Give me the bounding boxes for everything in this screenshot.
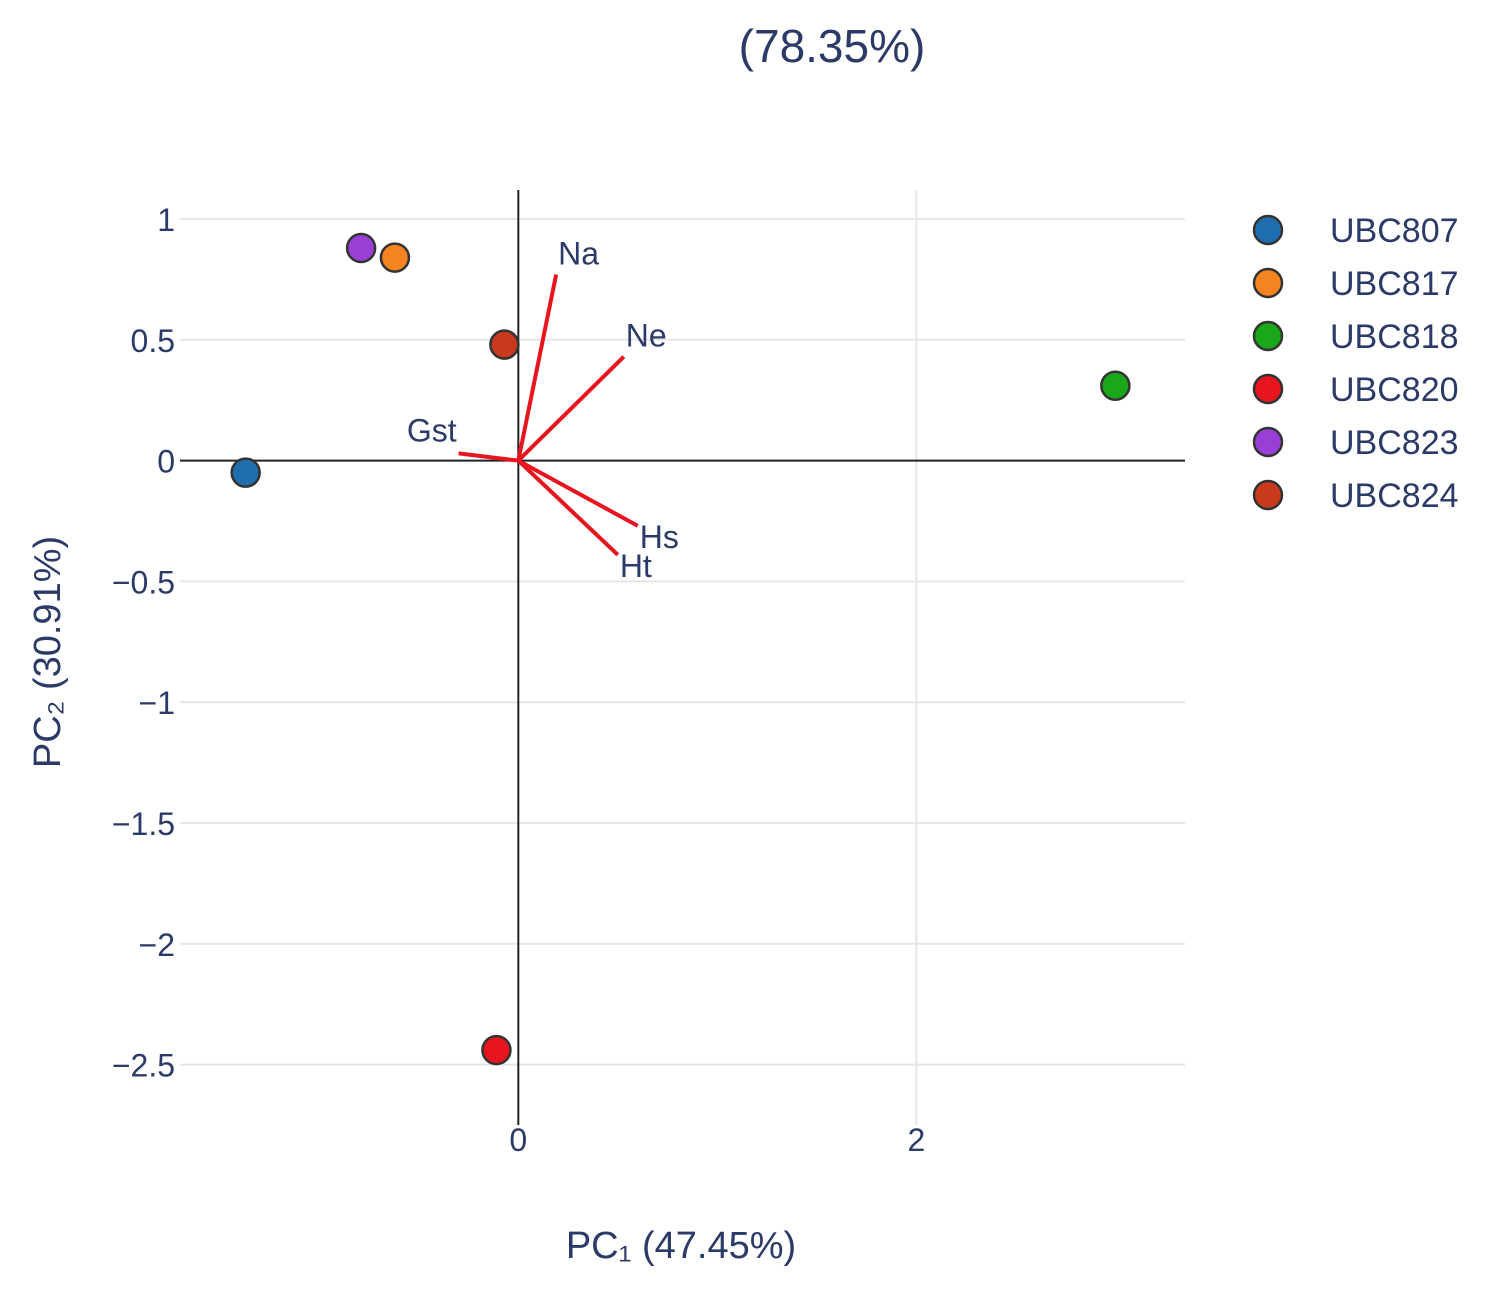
y-tick-label: −1.5 bbox=[112, 806, 175, 842]
axes-layer bbox=[180, 190, 1185, 1125]
loading-vector-hs bbox=[517, 458, 639, 528]
point-ubc820 bbox=[481, 1034, 512, 1066]
loading-label-hs: Hs bbox=[640, 519, 679, 555]
loading-label-gst: Gst bbox=[407, 412, 457, 448]
point-ubc818 bbox=[1100, 370, 1131, 401]
y-tick-label: −2.5 bbox=[112, 1048, 175, 1084]
ticks-layer: 1 0.5 0 −0.5 −1 −1.5 −2 −2.5 0 2 bbox=[112, 202, 925, 1158]
legend-marker-ubc807 bbox=[1252, 214, 1284, 246]
points-layer bbox=[230, 232, 1131, 1066]
y-axis-label: PC₂ (30.91%) bbox=[27, 536, 69, 768]
loading-vector-na bbox=[516, 274, 559, 461]
loading-vector-gst bbox=[458, 451, 519, 463]
y-tick-label: −2 bbox=[139, 927, 175, 963]
y-tick-label: −0.5 bbox=[112, 564, 175, 600]
x-tick-label: 0 bbox=[509, 1122, 527, 1158]
legend-label-ubc824: UBC824 bbox=[1330, 477, 1459, 515]
legend-label-ubc807: UBC807 bbox=[1330, 212, 1459, 250]
legend-label-ubc817: UBC817 bbox=[1330, 265, 1459, 303]
legend-label-ubc818: UBC818 bbox=[1330, 318, 1459, 356]
point-ubc817 bbox=[379, 242, 411, 273]
grid-layer bbox=[180, 190, 1185, 1125]
y-tick-label: 0.5 bbox=[131, 323, 175, 359]
y-tick-label: 0 bbox=[157, 444, 175, 480]
legend-marker-ubc824 bbox=[1252, 479, 1284, 511]
loading-label-ne: Ne bbox=[626, 318, 667, 354]
y-tick-label: −1 bbox=[139, 685, 175, 721]
loading-label-ht: Ht bbox=[620, 548, 652, 584]
legend-marker-ubc823 bbox=[1252, 426, 1284, 458]
legend-marker-ubc820 bbox=[1252, 373, 1284, 405]
x-axis-label: PC₁ (47.45%) bbox=[566, 1225, 796, 1267]
y-tick-label: 1 bbox=[157, 202, 175, 238]
loading-vector-ne bbox=[516, 355, 626, 463]
point-ubc824 bbox=[489, 329, 520, 360]
legend-marker-ubc818 bbox=[1252, 320, 1284, 352]
loading-label-na: Na bbox=[558, 236, 599, 272]
legend-label-ubc823: UBC823 bbox=[1330, 424, 1459, 462]
legend: UBC807 UBC817 UBC818 UBC820 UBC823 UBC824 bbox=[1252, 212, 1459, 515]
chart-title: (78.35%) bbox=[739, 20, 926, 72]
legend-marker-ubc817 bbox=[1252, 267, 1284, 299]
x-tick-label: 2 bbox=[907, 1122, 925, 1158]
point-ubc823 bbox=[345, 232, 377, 264]
loading-vector-ht bbox=[516, 459, 620, 557]
point-ubc807 bbox=[230, 457, 261, 488]
legend-label-ubc820: UBC820 bbox=[1330, 371, 1459, 409]
